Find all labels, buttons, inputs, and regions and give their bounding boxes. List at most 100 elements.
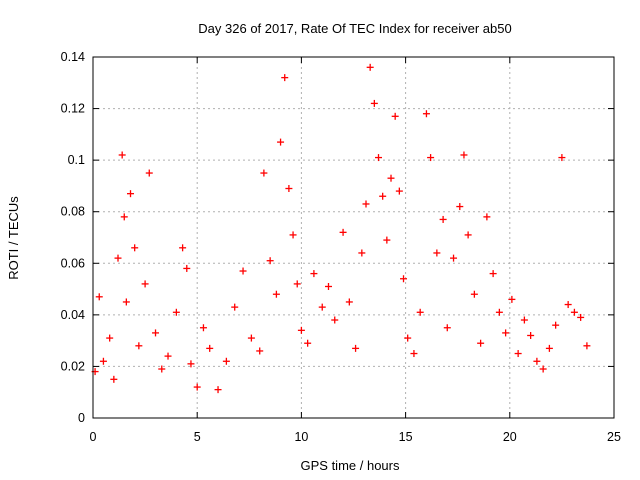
data-point: [99, 357, 107, 365]
data-point: [172, 308, 180, 316]
data-point: [495, 308, 503, 316]
data-point: [410, 350, 418, 358]
data-point: [193, 383, 201, 391]
data-point: [514, 350, 522, 358]
data-point: [145, 169, 153, 177]
data-point: [293, 280, 301, 288]
data-point: [304, 339, 312, 347]
data-point: [460, 151, 468, 159]
data-point: [260, 169, 268, 177]
data-point: [272, 290, 280, 298]
data-point: [135, 342, 143, 350]
data-point: [404, 334, 412, 342]
data-point: [122, 298, 130, 306]
data-point: [366, 63, 374, 71]
data-point: [439, 215, 447, 223]
data-point: [118, 151, 126, 159]
data-point: [120, 213, 128, 221]
data-point: [416, 308, 424, 316]
data-point: [277, 138, 285, 146]
data-point: [379, 192, 387, 200]
data-point: [266, 257, 274, 265]
data-point: [362, 200, 370, 208]
data-point: [443, 324, 451, 332]
data-point: [470, 290, 478, 298]
chart-title: Day 326 of 2017, Rate Of TEC Index for r…: [198, 21, 511, 36]
y-tick-label: 0: [78, 411, 85, 425]
x-tick-label: 25: [607, 430, 621, 444]
data-point: [183, 264, 191, 272]
data-point: [247, 334, 255, 342]
x-tick-label: 15: [399, 430, 413, 444]
data-point: [395, 187, 403, 195]
data-point: [387, 174, 395, 182]
data-point: [583, 342, 591, 350]
x-tick-label: 0: [90, 430, 97, 444]
data-point: [285, 185, 293, 193]
data-point: [114, 254, 122, 262]
data-point: [464, 231, 472, 239]
data-point: [508, 295, 516, 303]
y-tick-label: 0.14: [61, 50, 85, 64]
data-point: [383, 236, 391, 244]
data-point: [131, 244, 139, 252]
data-point: [400, 275, 408, 283]
data-point: [433, 249, 441, 257]
data-point: [539, 365, 547, 373]
data-point: [489, 270, 497, 278]
data-point: [370, 99, 378, 107]
x-tick-label: 5: [194, 430, 201, 444]
x-tick-label: 20: [503, 430, 517, 444]
data-point: [502, 329, 510, 337]
data-point: [214, 386, 222, 394]
data-point: [106, 334, 114, 342]
y-axis-label: ROTI / TECUs: [6, 196, 21, 280]
y-tick-label: 0.04: [61, 308, 85, 322]
data-point: [375, 154, 383, 162]
data-point: [199, 324, 207, 332]
data-point: [345, 298, 353, 306]
grid-lines: [93, 57, 614, 418]
data-point: [520, 316, 528, 324]
data-point: [391, 112, 399, 120]
data-point: [310, 270, 318, 278]
data-point: [477, 339, 485, 347]
data-point: [158, 365, 166, 373]
data-point: [281, 74, 289, 82]
data-point: [141, 280, 149, 288]
data-point: [127, 190, 135, 198]
data-point: [545, 344, 553, 352]
data-point: [256, 347, 264, 355]
data-point: [179, 244, 187, 252]
data-point: [222, 357, 230, 365]
y-tick-label: 0.06: [61, 256, 85, 270]
data-point: [570, 308, 578, 316]
data-point: [527, 331, 535, 339]
x-tick-label: 10: [294, 430, 308, 444]
data-point: [483, 213, 491, 221]
axis-ticks: 0 0.02 0.04 0.06 0.08 0.1 0.12 0.14 0 5 10 15 20 25: [61, 50, 621, 444]
data-point: [297, 326, 305, 334]
data-point: [456, 203, 464, 211]
data-point: [558, 154, 566, 162]
data-point: [533, 357, 541, 365]
data-point: [564, 301, 572, 309]
data-point: [577, 313, 585, 321]
data-point: [427, 154, 435, 162]
y-tick-label: 0.12: [61, 102, 85, 116]
data-point: [239, 267, 247, 275]
plot-frame: [92, 56, 615, 419]
y-tick-label: 0.1: [68, 153, 85, 167]
data-point: [187, 360, 195, 368]
data-point: [152, 329, 160, 337]
y-tick-label: 0.08: [61, 205, 85, 219]
data-point: [552, 321, 560, 329]
data-point: [318, 303, 326, 311]
y-tick-label: 0.02: [61, 359, 85, 373]
data-point: [164, 352, 172, 360]
x-axis-label: GPS time / hours: [301, 458, 400, 473]
data-point: [110, 375, 118, 383]
data-point: [331, 316, 339, 324]
data-point: [206, 344, 214, 352]
